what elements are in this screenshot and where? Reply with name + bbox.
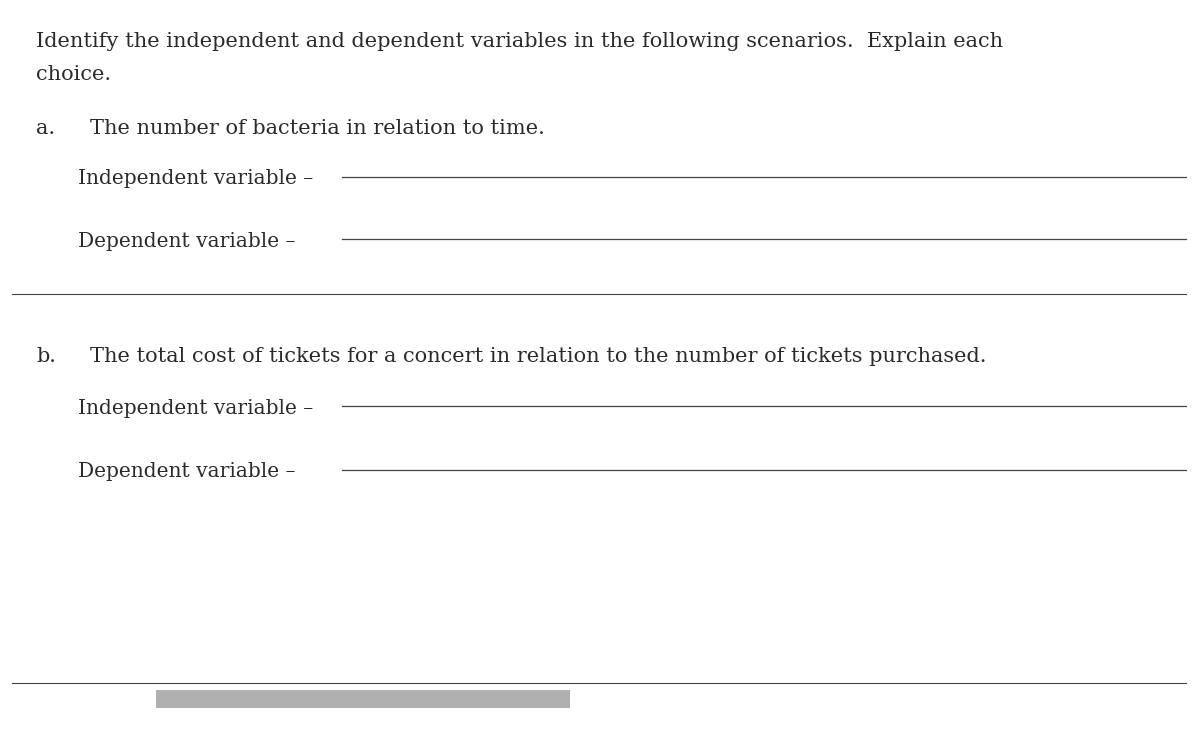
- Text: Independent variable –: Independent variable –: [78, 169, 313, 188]
- Text: Dependent variable –: Dependent variable –: [78, 232, 295, 251]
- Text: Dependent variable –: Dependent variable –: [78, 462, 295, 481]
- Text: a.: a.: [36, 119, 55, 138]
- Text: The total cost of tickets for a concert in relation to the number of tickets pur: The total cost of tickets for a concert …: [90, 347, 986, 367]
- Text: Identify the independent and dependent variables in the following scenarios.  Ex: Identify the independent and dependent v…: [36, 32, 1003, 52]
- Text: b.: b.: [36, 347, 56, 367]
- FancyBboxPatch shape: [156, 690, 570, 708]
- Text: choice.: choice.: [36, 65, 112, 84]
- Text: The number of bacteria in relation to time.: The number of bacteria in relation to ti…: [90, 119, 545, 138]
- Text: Independent variable –: Independent variable –: [78, 399, 313, 418]
